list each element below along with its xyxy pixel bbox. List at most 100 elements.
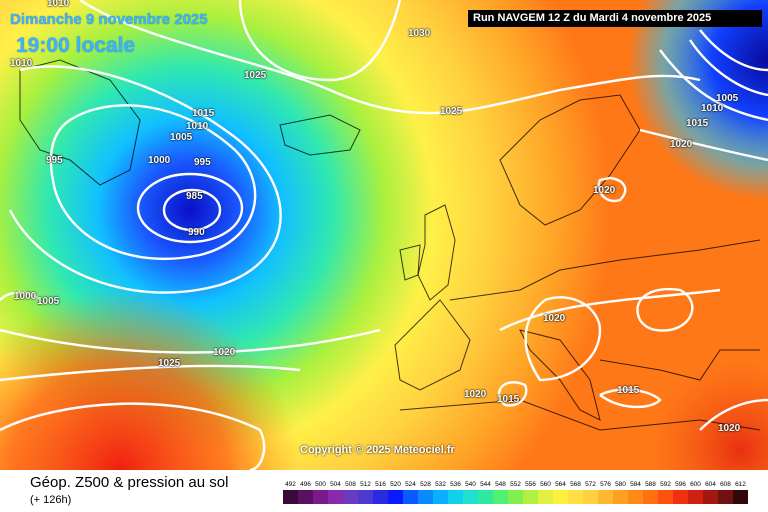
isobar-label: 1005 bbox=[170, 132, 193, 143]
legend-tick-label: 572 bbox=[585, 481, 596, 488]
isobar-label: 1010 bbox=[47, 0, 70, 9]
isobar-label: 1010 bbox=[10, 58, 33, 69]
legend-tick-label: 588 bbox=[645, 481, 656, 488]
coastlines bbox=[19, 59, 761, 431]
legend-swatch bbox=[328, 490, 343, 504]
isobar-label: 995 bbox=[46, 155, 63, 166]
isobar-label: 990 bbox=[188, 227, 205, 238]
legend-swatch bbox=[673, 490, 688, 504]
legend-tick-label: 592 bbox=[660, 481, 671, 488]
isobar-label: 1020 bbox=[670, 139, 693, 150]
legend-swatch bbox=[358, 490, 373, 504]
legend-swatch bbox=[628, 490, 643, 504]
legend-tick-label: 508 bbox=[345, 481, 356, 488]
legend-tick-label: 548 bbox=[495, 481, 506, 488]
product-title: Géop. Z500 & pression au sol bbox=[30, 474, 229, 491]
isobar-label: 1025 bbox=[158, 358, 181, 369]
forecast-lead-time: (+ 126h) bbox=[30, 494, 72, 506]
legend-swatch bbox=[448, 490, 463, 504]
isobar-label: 1020 bbox=[213, 347, 236, 358]
isobar-label: 1015 bbox=[617, 385, 640, 396]
legend-swatch bbox=[703, 490, 718, 504]
legend-swatch bbox=[538, 490, 553, 504]
legend-tick-label: 516 bbox=[375, 481, 386, 488]
isobar-label: 1005 bbox=[37, 296, 60, 307]
legend-tick-label: 532 bbox=[435, 481, 446, 488]
legend-swatch bbox=[718, 490, 733, 504]
isobar-label: 1025 bbox=[244, 70, 267, 81]
legend-swatch bbox=[373, 490, 388, 504]
isobar-label: 985 bbox=[186, 191, 203, 202]
color-legend: 492 496 500 504 508 512 516 520 524 528 532 536 540 5… bbox=[283, 481, 748, 504]
legend-swatch bbox=[433, 490, 448, 504]
footer: Géop. Z500 & pression au sol (+ 126h) 49… bbox=[0, 470, 768, 512]
legend-tick-label: 584 bbox=[630, 481, 641, 488]
legend-tick-label: 536 bbox=[450, 481, 461, 488]
legend-tick-label: 492 bbox=[285, 481, 296, 488]
legend-tick-label: 608 bbox=[720, 481, 731, 488]
legend-swatch bbox=[313, 490, 328, 504]
legend-swatch bbox=[388, 490, 403, 504]
legend-tick-label: 568 bbox=[570, 481, 581, 488]
legend-swatch bbox=[298, 490, 313, 504]
legend-tick-label: 500 bbox=[315, 481, 326, 488]
isobar-label: 1020 bbox=[464, 389, 487, 400]
legend-tick-label: 612 bbox=[735, 481, 746, 488]
forecast-time: 19:00 locale bbox=[16, 34, 136, 57]
legend-tick-label: 556 bbox=[525, 481, 536, 488]
legend-tick-label: 524 bbox=[405, 481, 416, 488]
legend-swatch bbox=[598, 490, 613, 504]
legend-tick-label: 580 bbox=[615, 481, 626, 488]
legend-swatch bbox=[613, 490, 628, 504]
legend-swatch bbox=[568, 490, 583, 504]
isobar-label: 1015 bbox=[192, 108, 215, 119]
isobar-label: 1010 bbox=[701, 103, 724, 114]
legend-swatch bbox=[523, 490, 538, 504]
legend-tick-label: 596 bbox=[675, 481, 686, 488]
legend-swatch bbox=[688, 490, 703, 504]
legend-tick-label: 540 bbox=[465, 481, 476, 488]
legend-tick-label: 520 bbox=[390, 481, 401, 488]
legend-tick-label: 528 bbox=[420, 481, 431, 488]
isobar-label: 1010 bbox=[186, 121, 209, 132]
legend-swatch bbox=[418, 490, 433, 504]
legend-swatch bbox=[403, 490, 418, 504]
legend-tick-label: 544 bbox=[480, 481, 491, 488]
isobar-label: 1020 bbox=[543, 313, 566, 324]
legend-swatch bbox=[553, 490, 568, 504]
isobar-label: 1020 bbox=[718, 423, 741, 434]
legend-swatch bbox=[343, 490, 358, 504]
run-info-banner: Run NAVGEM 12 Z du Mardi 4 novembre 2025 bbox=[468, 10, 762, 27]
legend-swatch bbox=[733, 490, 748, 504]
copyright-notice: Copyright © 2025 Meteociel.fr bbox=[300, 444, 455, 456]
legend-tick-label: 576 bbox=[600, 481, 611, 488]
legend-swatch bbox=[583, 490, 598, 504]
legend-tick-label: 552 bbox=[510, 481, 521, 488]
legend-swatch bbox=[643, 490, 658, 504]
isobar-label: 1015 bbox=[497, 394, 520, 405]
legend-swatch bbox=[478, 490, 493, 504]
isobar-label: 1020 bbox=[593, 185, 616, 196]
legend-swatch bbox=[463, 490, 478, 504]
legend-swatch bbox=[283, 490, 298, 504]
legend-swatch bbox=[658, 490, 673, 504]
legend-tick-label: 604 bbox=[705, 481, 716, 488]
isobar-label: 1000 bbox=[14, 291, 37, 302]
legend-tick-label: 564 bbox=[555, 481, 566, 488]
legend-tick-label: 512 bbox=[360, 481, 371, 488]
legend-swatch bbox=[493, 490, 508, 504]
isobar-label: 1030 bbox=[408, 28, 431, 39]
legend-tick-label: 504 bbox=[330, 481, 341, 488]
legend-tick-label: 496 bbox=[300, 481, 311, 488]
isobar-label: 1000 bbox=[148, 155, 171, 166]
isobars bbox=[0, 0, 768, 470]
legend-tick-label: 600 bbox=[690, 481, 701, 488]
forecast-date: Dimanche 9 novembre 2025 bbox=[10, 11, 208, 28]
legend-swatch bbox=[508, 490, 523, 504]
isobar-label: 1025 bbox=[440, 106, 463, 117]
isobar-label: 1015 bbox=[686, 118, 709, 129]
z500-map bbox=[0, 0, 768, 470]
isobar-label: 995 bbox=[194, 157, 211, 168]
legend-tick-label: 560 bbox=[540, 481, 551, 488]
